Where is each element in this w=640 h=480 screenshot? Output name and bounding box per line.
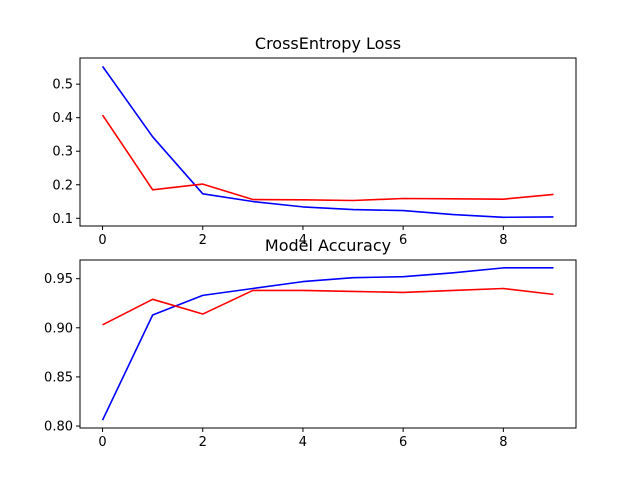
accuracy-chart-ytick-label: 0.85 bbox=[44, 370, 73, 385]
accuracy-chart-series bbox=[101, 267, 554, 421]
accuracy-chart: Model Accuracy 0 2 4 6 8 0.80 0.85 0.90 0.95 bbox=[44, 236, 577, 450]
loss-chart-ytick-label: 0.2 bbox=[52, 178, 73, 193]
accuracy-chart-series-line-0 bbox=[101, 267, 554, 421]
loss-chart-ytick-label: 0.3 bbox=[52, 145, 73, 160]
loss-chart-ticks: 0 2 4 6 8 0.1 0.2 0.3 0.4 0.5 bbox=[52, 78, 507, 248]
accuracy-chart-ytick-label: 0.90 bbox=[44, 321, 73, 336]
loss-chart-series bbox=[101, 65, 554, 219]
accuracy-chart-ytick-label: 0.80 bbox=[44, 420, 73, 435]
accuracy-chart-xtick-label: 8 bbox=[499, 435, 507, 450]
loss-chart-ytick-label: 0.1 bbox=[52, 212, 73, 227]
accuracy-chart-xtick-label: 6 bbox=[399, 435, 407, 450]
accuracy-chart-ticks: 0 2 4 6 8 0.80 0.85 0.90 0.95 bbox=[44, 272, 507, 450]
loss-chart-title: CrossEntropy Loss bbox=[255, 34, 401, 53]
accuracy-chart-axes bbox=[79, 259, 577, 429]
loss-chart-ytick-label: 0.4 bbox=[52, 111, 73, 126]
loss-chart: CrossEntropy Loss 0 2 4 6 8 0.1 0.2 0.3 0.4 0.5 bbox=[52, 34, 577, 248]
loss-chart-series-line-0 bbox=[101, 65, 554, 219]
loss-chart-xtick-label: 8 bbox=[499, 233, 507, 248]
loss-chart-xtick-label: 4 bbox=[299, 233, 307, 248]
loss-chart-ytick-label: 0.5 bbox=[52, 78, 73, 93]
accuracy-chart-series-line-1 bbox=[102, 287, 554, 326]
accuracy-chart-title: Model Accuracy bbox=[265, 236, 391, 255]
loss-chart-series-line-1 bbox=[101, 114, 554, 202]
accuracy-chart-ytick-label: 0.95 bbox=[44, 272, 73, 287]
loss-chart-xtick-label: 0 bbox=[98, 233, 106, 248]
loss-chart-xtick-label: 6 bbox=[399, 233, 407, 248]
loss-chart-axes bbox=[79, 57, 577, 227]
accuracy-chart-xtick-label: 0 bbox=[98, 435, 106, 450]
accuracy-chart-xtick-label: 2 bbox=[199, 435, 207, 450]
loss-chart-xtick-label: 2 bbox=[199, 233, 207, 248]
accuracy-chart-xtick-label: 4 bbox=[299, 435, 307, 450]
